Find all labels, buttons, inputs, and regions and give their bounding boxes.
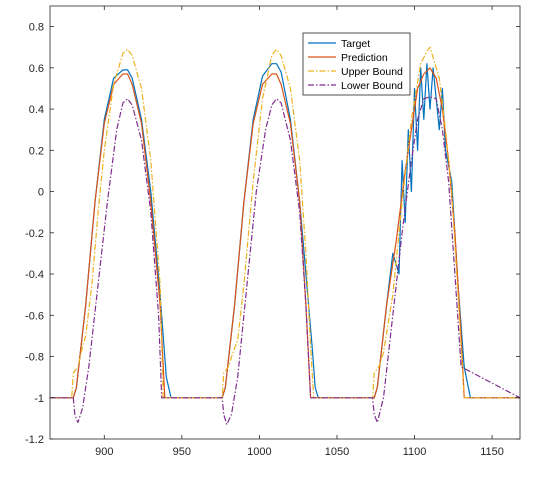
y-tick-label: -1 <box>34 393 44 405</box>
legend: Target Prediction Upper Bound Lower Bound <box>302 32 411 96</box>
series-line-prediction <box>50 67 520 399</box>
x-tick-label: 1050 <box>325 446 349 458</box>
y-tick-label: -0.8 <box>25 352 44 364</box>
y-tick-label: 0.6 <box>29 63 44 75</box>
y-tick-label: -0.2 <box>25 228 44 240</box>
x-tick-label: 1000 <box>247 446 271 458</box>
y-tick-label: 0.8 <box>29 22 44 34</box>
y-tick-label: -0.4 <box>25 269 44 281</box>
series-line-upper-bound <box>50 46 520 399</box>
legend-label-lower-bound: Lower Bound <box>341 80 403 92</box>
plot-frame <box>49 5 521 440</box>
legend-label-prediction: Prediction <box>341 52 388 64</box>
x-tick-label: 950 <box>173 446 191 458</box>
series-line-target <box>50 63 520 399</box>
series-layer <box>50 46 520 426</box>
y-tick-label: 0.2 <box>29 145 44 157</box>
tick-layer: 900 950 1000 1050 1100 1150 -1.2 -1 -0.8 -0.6 -0.4… <box>25 6 520 458</box>
x-tick-label: 900 <box>95 446 113 458</box>
y-tick-label: -0.6 <box>25 310 44 322</box>
plot-background <box>50 6 520 439</box>
series-line-lower-bound <box>50 96 520 426</box>
y-tick-label: 0 <box>38 187 44 199</box>
legend-label-target: Target <box>341 38 370 50</box>
y-tick-label: -1.2 <box>25 434 44 446</box>
x-tick-label: 1150 <box>480 446 504 458</box>
legend-label-upper-bound: Upper Bound <box>341 66 403 78</box>
x-tick-label: 1100 <box>403 446 427 458</box>
y-tick-label: 0.4 <box>29 104 44 116</box>
